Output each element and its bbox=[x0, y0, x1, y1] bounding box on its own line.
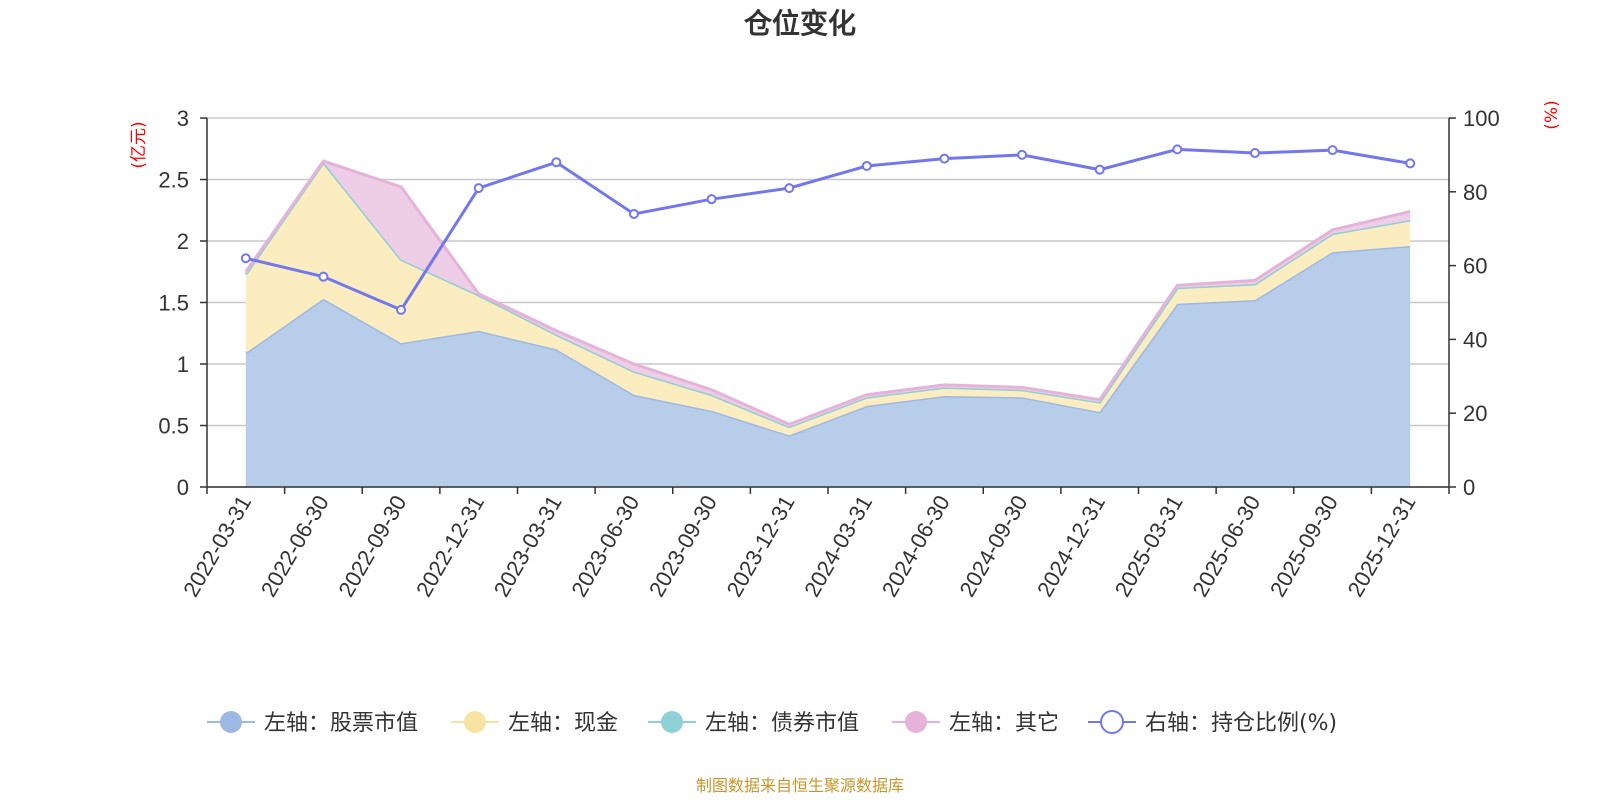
x-axis-tick-label: 2022-03-31 bbox=[178, 491, 256, 601]
holding-ratio-series bbox=[240, 144, 1416, 315]
x-axis-tick-label: 2024-03-31 bbox=[799, 491, 877, 601]
right-axis-tick-label: 60 bbox=[1463, 254, 1487, 279]
legend-marker-3 bbox=[905, 711, 927, 733]
area-fill-series-0 bbox=[245, 245, 1411, 487]
x-axis-tick-label: 2025-06-30 bbox=[1187, 491, 1265, 601]
right-axis-tick-label: 20 bbox=[1463, 401, 1487, 426]
legend-label-4: 右轴：持仓比例(%) bbox=[1145, 711, 1337, 736]
x-axis-tick-label: 2025-03-31 bbox=[1110, 491, 1188, 601]
holding-ratio-point bbox=[318, 271, 329, 282]
legend: 左轴：股票市值 左轴：现金 左轴：债券市值 左轴：其它 右轴：持仓比例(%) bbox=[207, 710, 1337, 736]
right-axis-tick-label: 100 bbox=[1463, 106, 1500, 131]
x-axis-tick-label: 2023-03-31 bbox=[489, 491, 567, 601]
holding-ratio-point bbox=[784, 183, 795, 194]
x-axis-tick-label: 2022-09-30 bbox=[333, 491, 411, 601]
legend-marker-0 bbox=[220, 711, 242, 733]
holding-ratio-point bbox=[1249, 148, 1260, 159]
left-axis-tick-label: 0 bbox=[177, 475, 189, 500]
x-axis-tick-label: 2025-12-31 bbox=[1343, 491, 1421, 601]
left-axis-unit: (亿元) bbox=[129, 121, 149, 168]
x-axis-tick-label: 2022-06-30 bbox=[256, 491, 334, 601]
holding-ratio-point bbox=[1017, 149, 1028, 160]
holding-ratio-line bbox=[245, 147, 1411, 312]
x-axis-tick-label: 2024-09-30 bbox=[954, 491, 1032, 601]
left-axis-tick-label: 1 bbox=[177, 352, 189, 377]
holding-ratio-point bbox=[1405, 158, 1416, 169]
right-axis-tick-label: 80 bbox=[1463, 180, 1487, 205]
data-source-note: 制图数据来自恒生聚源数据库 bbox=[696, 776, 904, 795]
area-line-series-3 bbox=[244, 159, 1411, 426]
holding-ratio-point bbox=[396, 304, 407, 315]
holding-ratio-point bbox=[861, 160, 872, 171]
holding-ratio-point bbox=[939, 153, 950, 164]
area-fill-series-1 bbox=[245, 162, 1411, 436]
holding-ratio-point bbox=[473, 183, 484, 194]
legend-label-2: 左轴：债券市值 bbox=[705, 711, 859, 736]
legend-label-1: 左轴：现金 bbox=[508, 711, 618, 736]
left-axis-tick-label: 2 bbox=[177, 229, 189, 254]
left-axis-tick-label: 3 bbox=[177, 106, 189, 131]
legend-marker-4 bbox=[1100, 710, 1124, 734]
right-axis-tick-label: 40 bbox=[1463, 327, 1487, 352]
holding-ratio-point bbox=[706, 194, 717, 205]
right-axis-tick-label: 0 bbox=[1463, 475, 1475, 500]
x-axis-tick-label: 2023-06-30 bbox=[566, 491, 644, 601]
x-axis-tick-label: 2023-09-30 bbox=[644, 491, 722, 601]
x-axis-tick-label: 2024-06-30 bbox=[877, 491, 955, 601]
holding-ratio-point bbox=[628, 208, 639, 219]
left-axis-tick-label: 0.5 bbox=[158, 414, 189, 439]
legend-marker-2 bbox=[661, 711, 683, 733]
right-axis-unit: (%) bbox=[1542, 100, 1562, 129]
legend-marker-1 bbox=[464, 711, 486, 733]
x-axis-tick-label: 2024-12-31 bbox=[1032, 491, 1110, 601]
left-axis-tick-label: 1.5 bbox=[158, 291, 189, 316]
holding-ratio-point bbox=[1327, 145, 1338, 156]
chart-title: 仓位变化 bbox=[744, 7, 856, 40]
legend-label-0: 左轴：股票市值 bbox=[264, 711, 418, 736]
holding-ratio-point bbox=[551, 157, 562, 168]
holding-ratio-point bbox=[240, 253, 251, 264]
x-axis-tick-label: 2023-12-31 bbox=[722, 491, 800, 601]
holding-ratio-point bbox=[1094, 164, 1105, 175]
stacked-areas bbox=[244, 159, 1411, 487]
left-axis-tick-label: 2.5 bbox=[158, 168, 189, 193]
legend-label-3: 左轴：其它 bbox=[949, 711, 1059, 736]
holding-ratio-point bbox=[1172, 144, 1183, 155]
x-axis-tick-label: 2025-09-30 bbox=[1265, 491, 1343, 601]
x-axis-tick-label: 2022-12-31 bbox=[411, 491, 489, 601]
